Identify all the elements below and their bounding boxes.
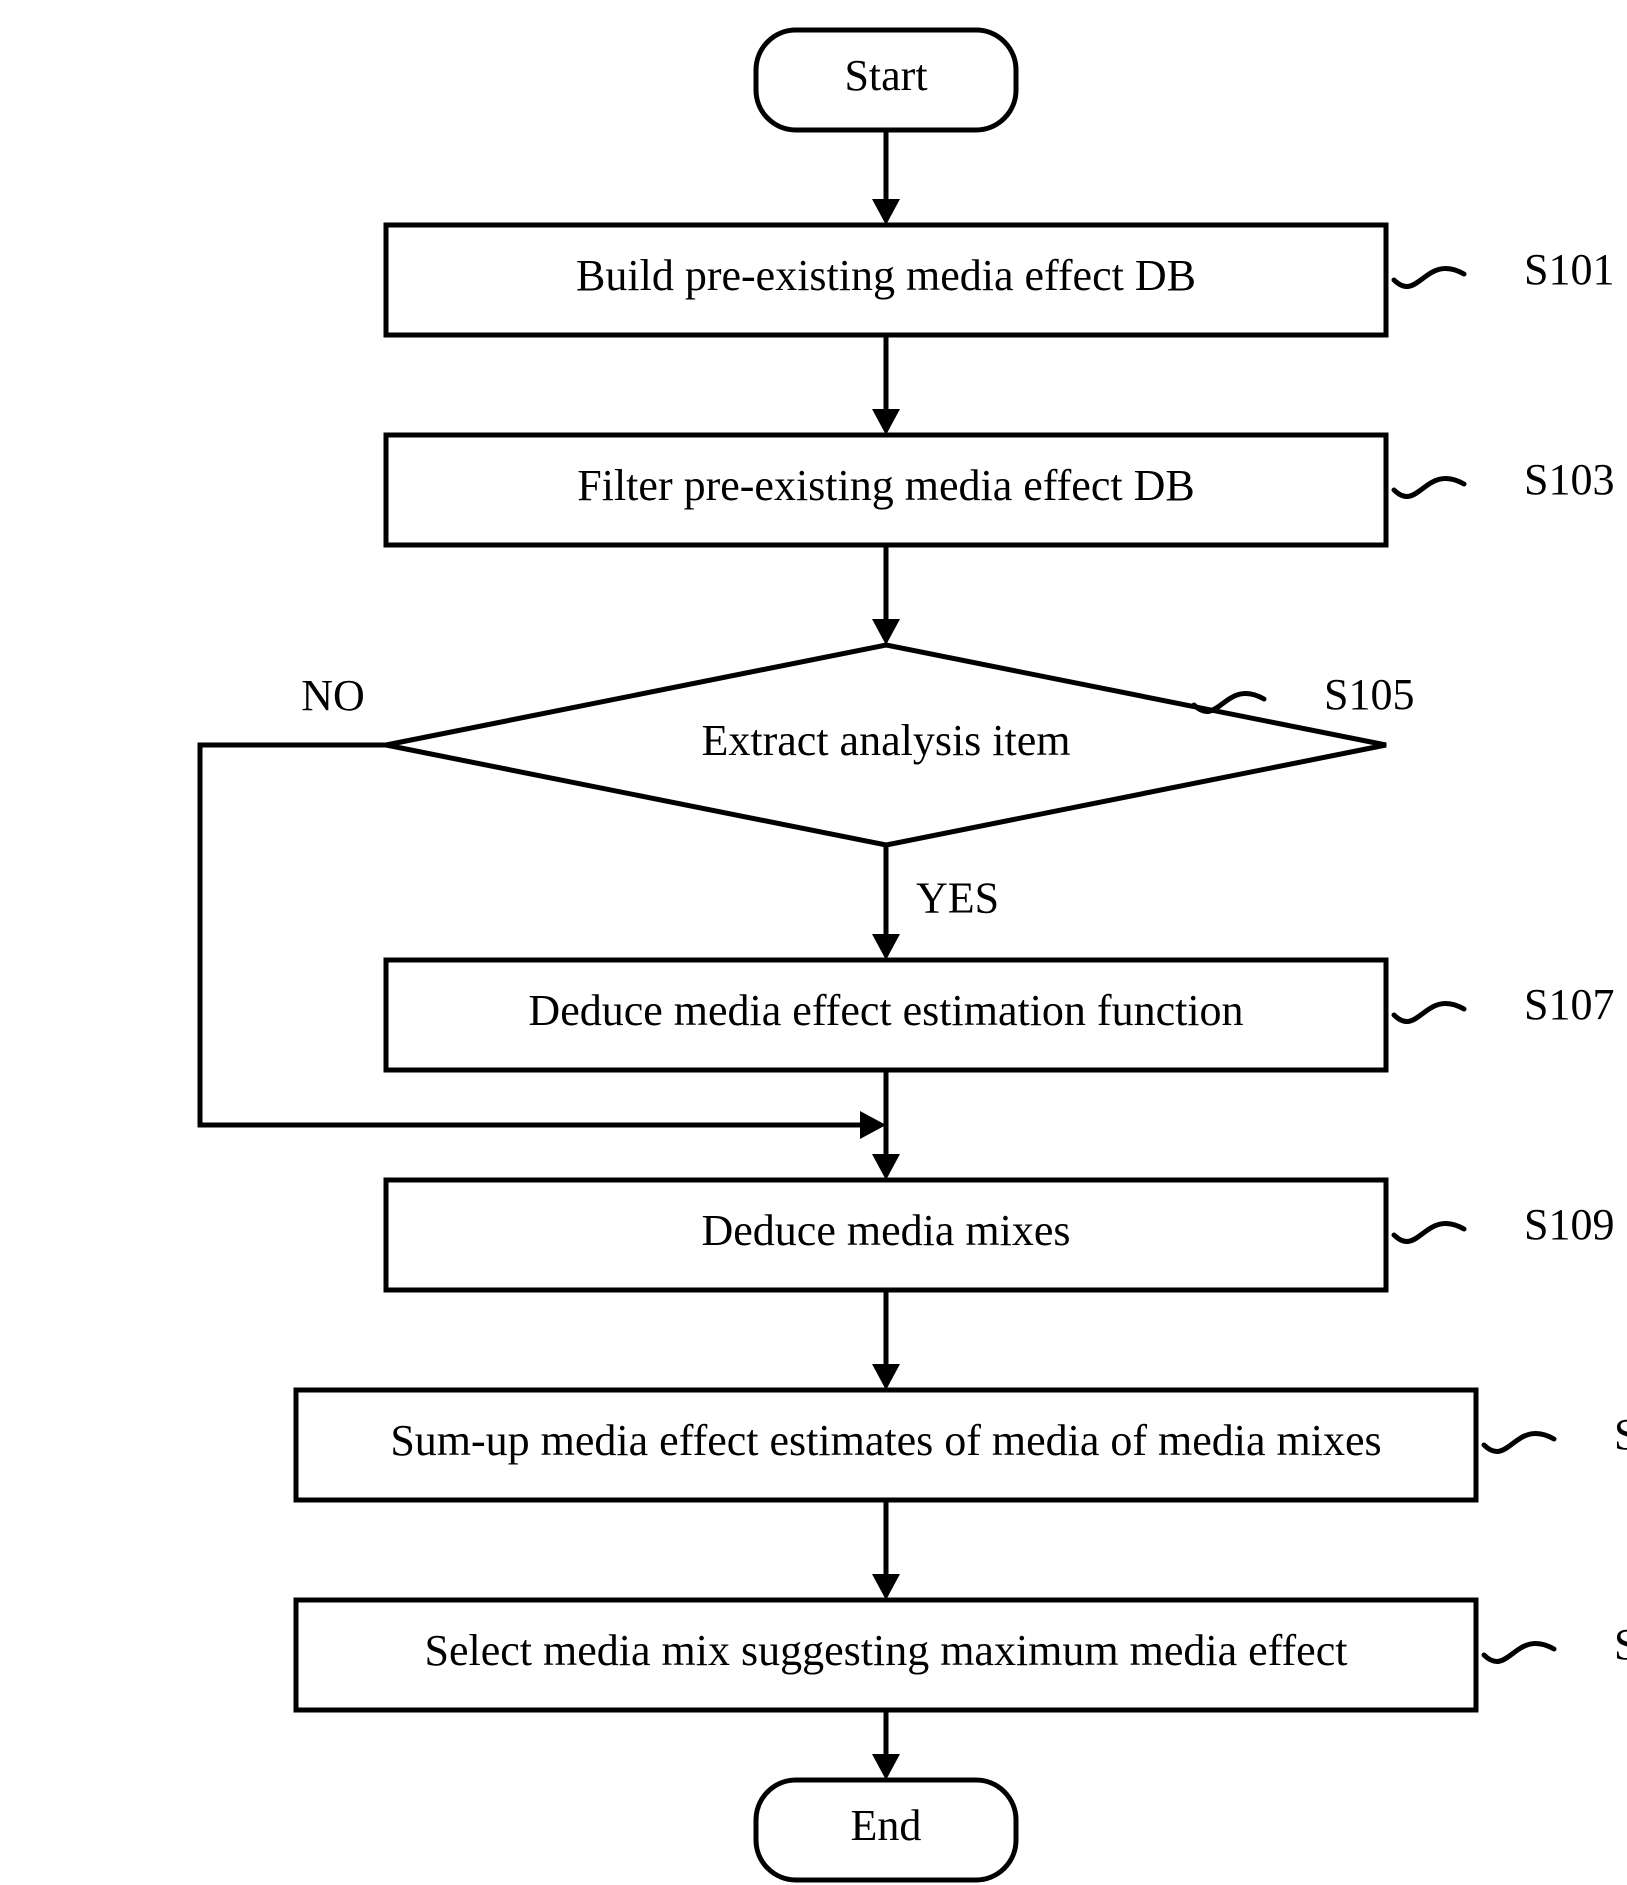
node-label-s109: Deduce media mixes <box>702 1206 1071 1255</box>
step-label-s103: S103 <box>1524 455 1614 504</box>
step-label-s113: S113 <box>1614 1620 1627 1669</box>
step-squiggle-s101 <box>1394 268 1464 286</box>
step-label-s109: S109 <box>1524 1200 1614 1249</box>
node-label-s107: Deduce media effect estimation function <box>528 986 1243 1035</box>
node-label-s113: Select media mix suggesting maximum medi… <box>425 1626 1348 1675</box>
step-label-s107: S107 <box>1524 980 1614 1029</box>
step-squiggle-s111 <box>1484 1433 1554 1451</box>
edge-label-no: NO <box>301 671 365 720</box>
step-label-s111: S111 <box>1614 1410 1627 1459</box>
step-squiggle-s105 <box>1194 693 1264 711</box>
node-label-start: Start <box>844 51 927 100</box>
node-label-end: End <box>851 1801 922 1850</box>
edge-label-yes: YES <box>916 874 999 923</box>
step-squiggle-s103 <box>1394 478 1464 496</box>
step-squiggle-s109 <box>1394 1223 1464 1241</box>
step-label-s105: S105 <box>1324 670 1414 719</box>
node-label-s111: Sum-up media effect estimates of media o… <box>390 1416 1381 1465</box>
node-label-s105: Extract analysis item <box>702 716 1071 765</box>
step-label-s101: S101 <box>1524 245 1614 294</box>
step-squiggle-s107 <box>1394 1003 1464 1021</box>
step-squiggle-s113 <box>1484 1643 1554 1661</box>
node-label-s101: Build pre-existing media effect DB <box>576 251 1196 300</box>
node-label-s103: Filter pre-existing media effect DB <box>577 461 1194 510</box>
